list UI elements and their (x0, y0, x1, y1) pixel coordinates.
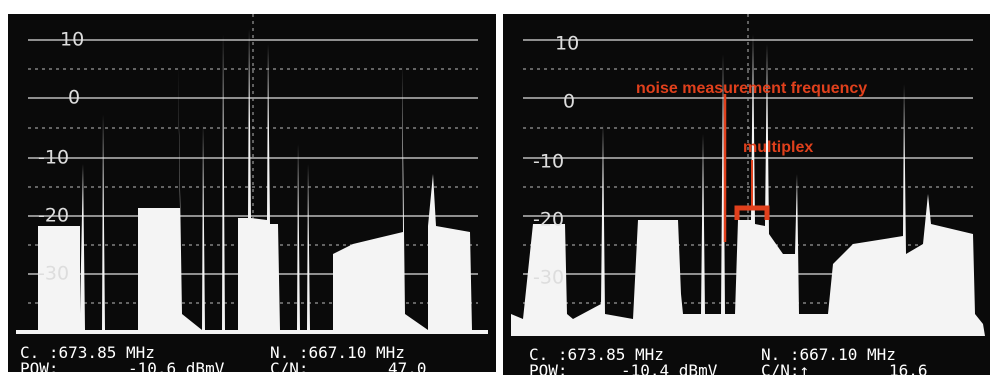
status-cn-label: C/N:↑ (761, 361, 809, 380)
y-tick: 0 (563, 91, 575, 113)
y-tick: 0 (68, 87, 80, 109)
annotation: multiplex (743, 139, 813, 156)
status-cn: 16.6 (889, 361, 928, 380)
status-pow: -10.4 dBmV (621, 361, 718, 380)
status-pow: -10.6 dBmV (128, 359, 225, 378)
y-tick: -20 (533, 209, 564, 231)
status-pow-label: POW: (529, 361, 568, 380)
panel-left: 10 0 -10 -20 -30 C. :673.85 MHz N. :667.… (8, 14, 496, 378)
status-pow-label: POW: (20, 359, 59, 378)
y-tick: 10 (555, 33, 579, 55)
y-tick: -20 (38, 205, 69, 227)
panel-right: noise measurement frequency multiplex 10… (503, 14, 990, 380)
status-cn: 47.0 (388, 359, 427, 378)
annotation: noise measurement frequency (636, 80, 867, 97)
status-cn-label: C/N: (270, 359, 309, 378)
screenshot: 10 0 -10 -20 -30 C. :673.85 MHz N. :667.… (0, 0, 992, 388)
y-tick: 10 (60, 29, 84, 51)
y-tick: -30 (38, 263, 69, 285)
y-tick: -30 (533, 267, 564, 289)
y-tick: -10 (533, 151, 564, 173)
y-tick: -10 (38, 147, 69, 169)
